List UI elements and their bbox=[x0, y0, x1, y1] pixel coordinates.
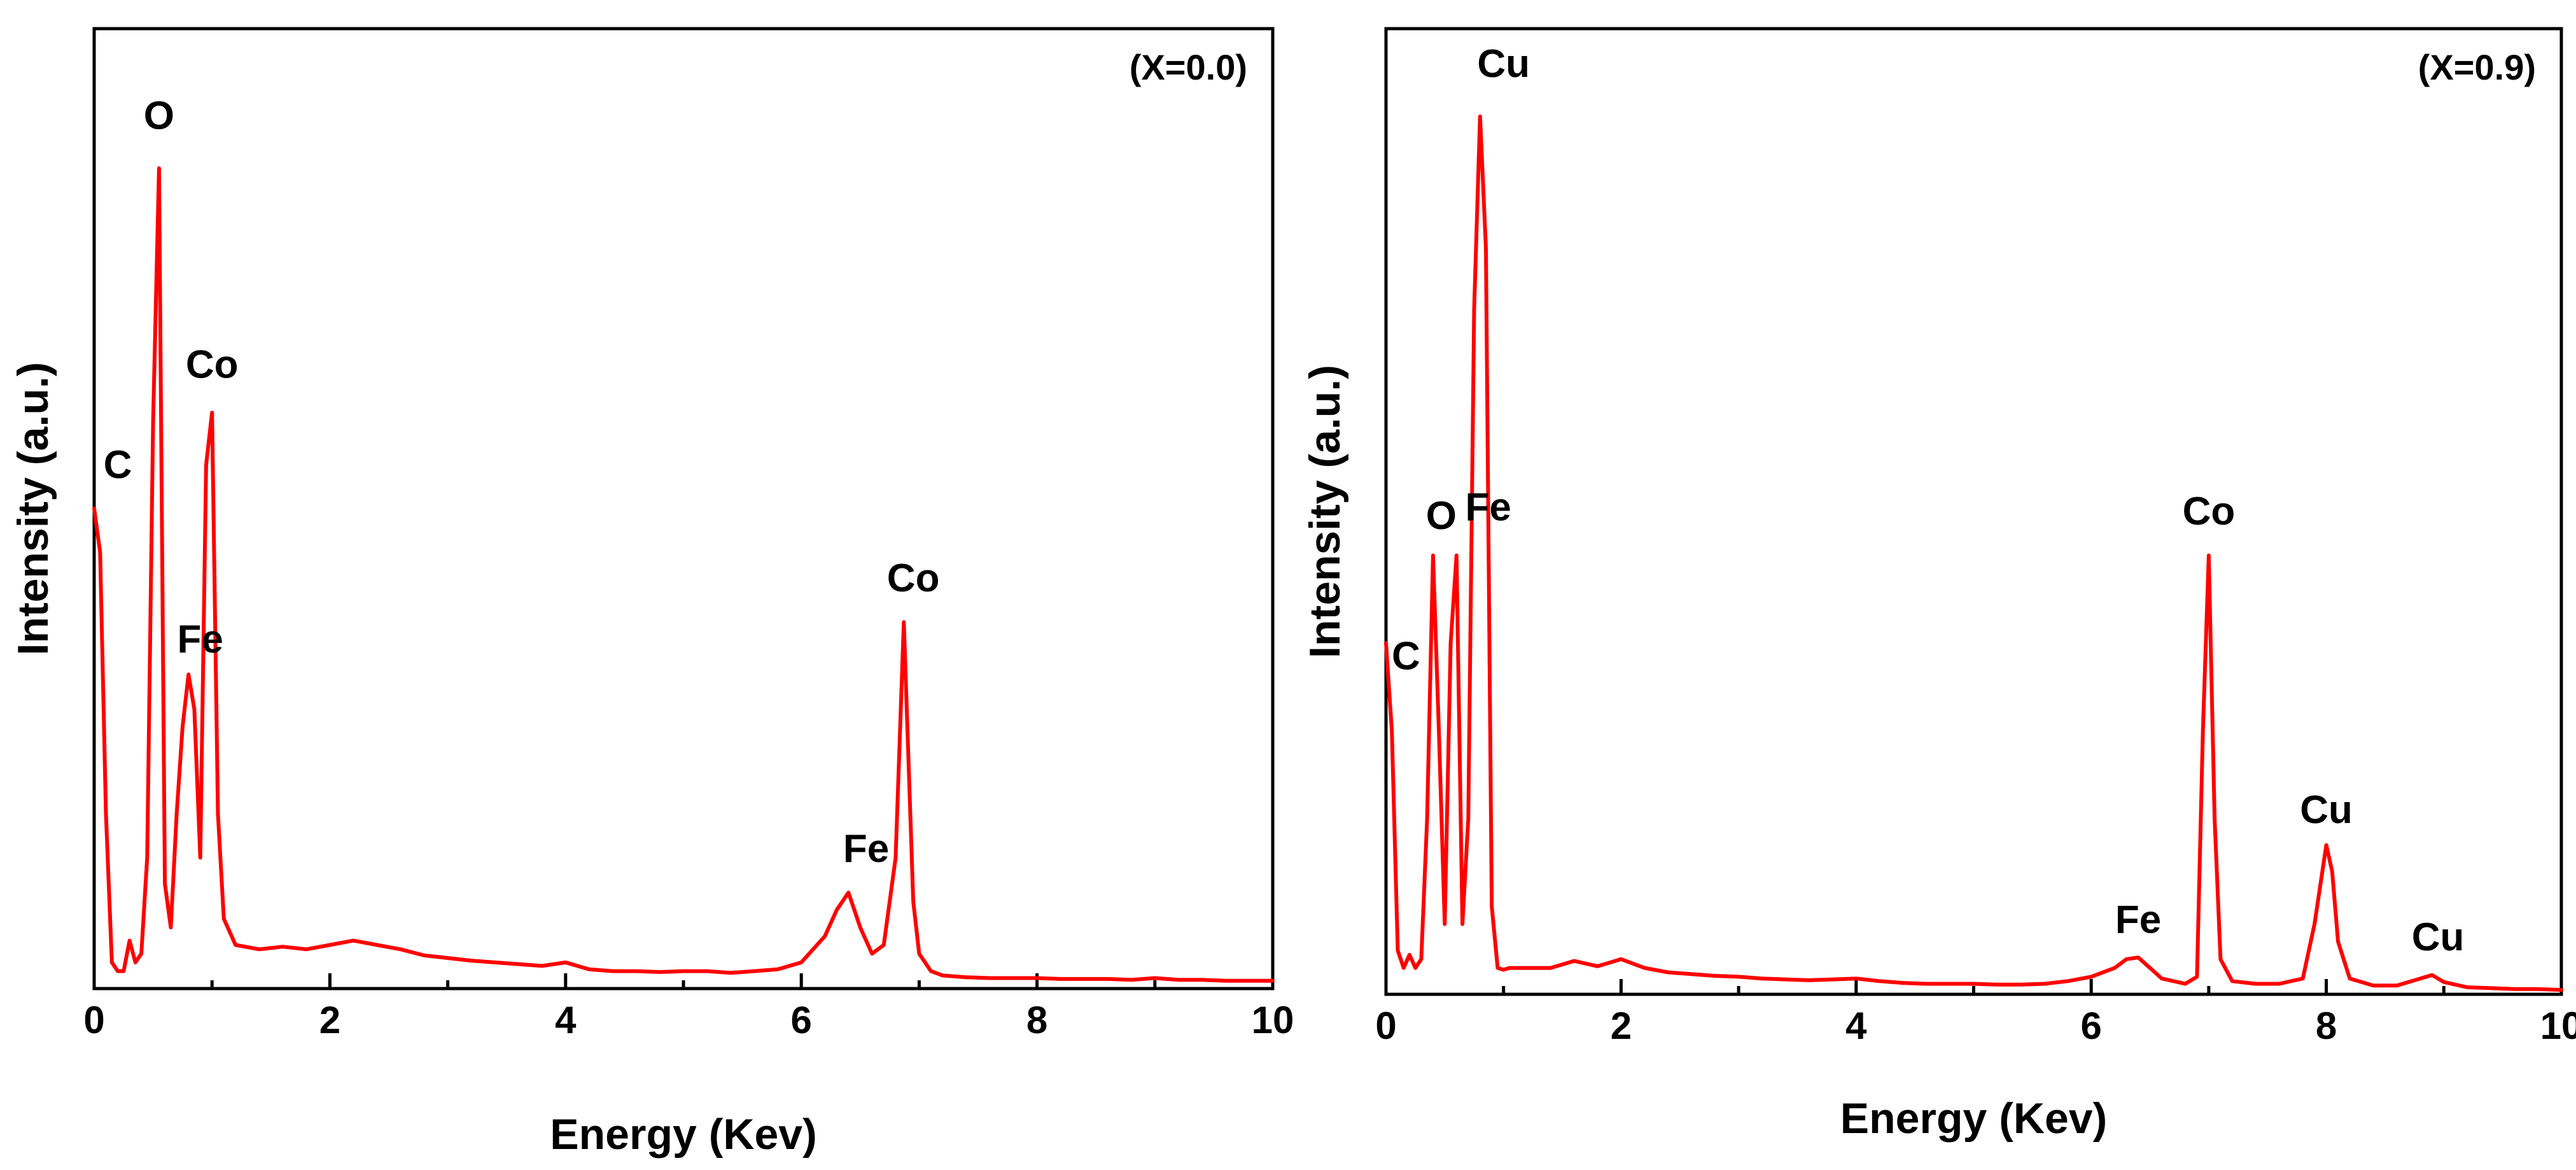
peak-label-co: Co bbox=[887, 556, 940, 600]
peak-label-fe: Fe bbox=[843, 827, 889, 871]
x-tick-label: 4 bbox=[1845, 1004, 1867, 1047]
x-tick-label: 0 bbox=[1375, 1004, 1396, 1047]
chart-panel-1: 0 2 4 6 8 10 Energy (Kev) Intensity (a.u.) (X=0.… bbox=[9, 27, 1294, 1159]
x-tick-label: 0 bbox=[83, 999, 104, 1041]
x-tick-label: 10 bbox=[1252, 999, 1294, 1041]
peak-label-c: C bbox=[1392, 635, 1420, 679]
x-tick-label: 2 bbox=[1611, 1004, 1632, 1047]
peak-label-fe: Fe bbox=[2115, 898, 2161, 941]
peak-label-fe: Fe bbox=[1466, 485, 1511, 529]
peak-label-co: Co bbox=[2183, 490, 2236, 533]
x-tick-label: 10 bbox=[2540, 1004, 2576, 1047]
peak-label-o: O bbox=[1426, 494, 1457, 538]
peak-label-cu: Cu bbox=[1477, 42, 1530, 86]
y-axis-title: Intensity (a.u.) bbox=[9, 362, 57, 656]
spectrum-line-1 bbox=[1384, 114, 2563, 992]
panel-label: (X=0.9) bbox=[2418, 47, 2536, 87]
x-tick-label: 8 bbox=[1026, 999, 1047, 1041]
x-tick-label: 2 bbox=[319, 999, 340, 1041]
chart-panel-2: 0 2 4 6 8 10 Energy (Kev) Intensity (a.u.) (X=0.… bbox=[1301, 27, 2576, 1143]
panel-label: (X=0.0) bbox=[1130, 47, 1247, 87]
peak-label-fe: Fe bbox=[178, 617, 223, 661]
x-tick-label: 8 bbox=[2316, 1004, 2337, 1047]
x-tick-label: 6 bbox=[791, 999, 812, 1041]
y-axis-title: Intensity (a.u.) bbox=[1301, 365, 1349, 658]
x-tick-label: 4 bbox=[555, 999, 577, 1041]
x-axis-title: Energy (Kev) bbox=[550, 1110, 816, 1159]
peak-label-cu: Cu bbox=[2300, 788, 2353, 832]
x-tick-label: 6 bbox=[2081, 1004, 2102, 1047]
plot-frame bbox=[1384, 27, 2563, 996]
peak-label-c: C bbox=[104, 443, 132, 487]
peak-label-o: O bbox=[144, 94, 174, 138]
spectrum-line-1 bbox=[92, 166, 1275, 983]
plot-frame bbox=[92, 27, 1275, 990]
x-axis-title: Energy (Kev) bbox=[1840, 1094, 2107, 1143]
peak-label-cu: Cu bbox=[2412, 915, 2465, 959]
peak-label-co: Co bbox=[186, 342, 239, 386]
